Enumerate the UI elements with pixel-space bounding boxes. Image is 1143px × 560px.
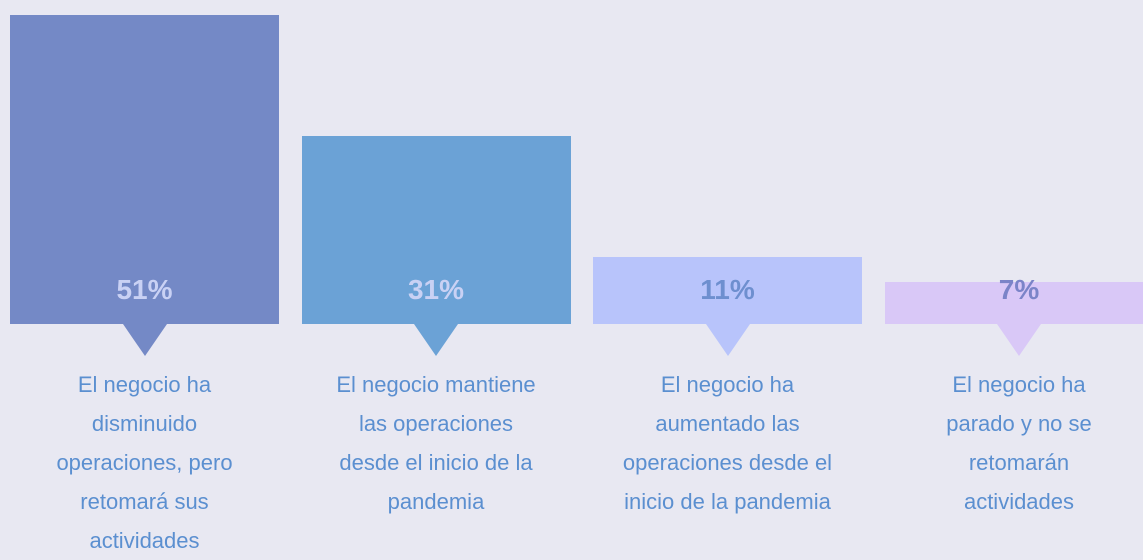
category-label: El negocio ha parado y no se retomarán a… [879, 365, 1143, 521]
category-label: El negocio mantiene las operaciones desd… [296, 365, 576, 521]
pointer [414, 324, 458, 356]
pointer [706, 324, 750, 356]
value-label: 7% [885, 273, 1143, 307]
chart: 51%El negocio ha disminuido operaciones,… [0, 0, 1143, 546]
value-label: 11% [593, 273, 862, 307]
value-label: 51% [10, 273, 279, 307]
value-label: 31% [302, 273, 571, 307]
category-label: El negocio ha disminuido operaciones, pe… [5, 365, 285, 560]
category-label: El negocio ha aumentado las operaciones … [588, 365, 868, 521]
pointer [997, 324, 1041, 356]
page: 51%El negocio ha disminuido operaciones,… [0, 0, 1143, 546]
pointer [123, 324, 167, 356]
